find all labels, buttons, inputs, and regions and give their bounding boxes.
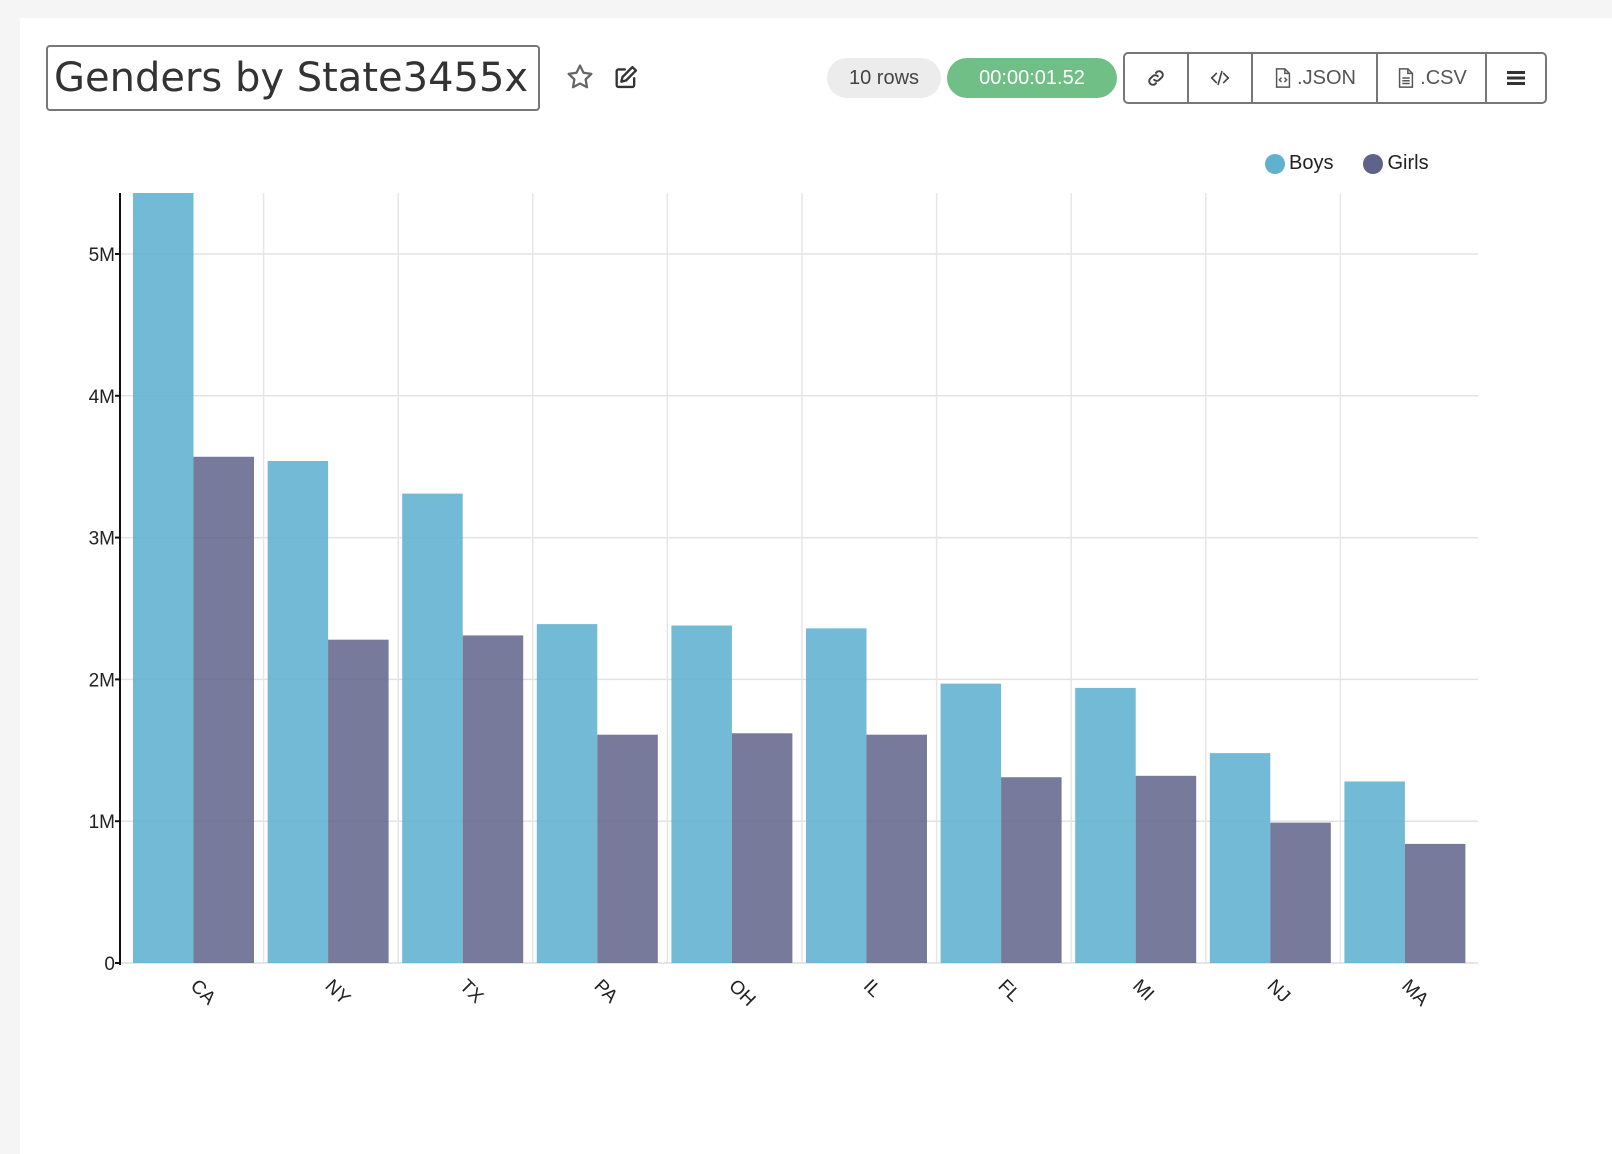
x-tick-label: IL xyxy=(859,976,885,1002)
legend-item-girls[interactable]: Girls xyxy=(1363,152,1429,175)
x-tick-label: OH xyxy=(724,976,759,1011)
legend-dot-girls xyxy=(1363,153,1384,174)
y-tick-label: 2M xyxy=(89,670,115,691)
bar-boys-ca[interactable] xyxy=(133,193,194,963)
bar-girls-tx[interactable] xyxy=(462,635,524,963)
x-tick-label: PA xyxy=(590,976,622,1008)
x-tick-label: TX xyxy=(455,976,487,1008)
y-tick-label: 1M xyxy=(89,812,115,833)
json-button-label: .JSON xyxy=(1297,66,1356,89)
bar-boys-tx[interactable] xyxy=(402,493,463,963)
row-count-badge: 10 rows xyxy=(827,58,941,98)
bar-girls-il[interactable] xyxy=(866,734,928,963)
more-options-button[interactable] xyxy=(1487,54,1545,102)
embed-code-button[interactable] xyxy=(1189,54,1253,102)
csv-button-label: .CSV xyxy=(1420,66,1467,89)
x-tick-label: NJ xyxy=(1263,976,1294,1007)
bar-boys-il[interactable] xyxy=(806,628,867,963)
y-tick-label: 5M xyxy=(89,245,115,266)
legend-dot-boys xyxy=(1265,153,1285,174)
bar-girls-pa[interactable] xyxy=(597,734,658,963)
x-tick-label: MI xyxy=(1128,976,1158,1006)
export-json-button[interactable]: .JSON xyxy=(1253,54,1378,102)
y-tick-label: 4M xyxy=(89,387,115,408)
bar-girls-oh[interactable] xyxy=(731,733,793,963)
bar-girls-nj[interactable] xyxy=(1270,822,1331,963)
export-csv-button[interactable]: .CSV xyxy=(1378,54,1487,102)
chart-legend: Boys Girls xyxy=(1265,152,1429,175)
legend-label-boys: Boys xyxy=(1289,152,1334,174)
chart-title-input[interactable] xyxy=(46,45,540,111)
x-tick-label: MA xyxy=(1397,976,1432,1011)
y-tick-label: 0 xyxy=(104,954,115,975)
bar-boys-pa[interactable] xyxy=(536,624,598,963)
y-tick-label: 3M xyxy=(89,529,115,550)
bar-girls-ma[interactable] xyxy=(1404,843,1466,963)
bar-boys-fl[interactable] xyxy=(940,683,1002,963)
bar-boys-ny[interactable] xyxy=(267,461,329,963)
csv-file-icon xyxy=(1399,68,1414,88)
bar-girls-mi[interactable] xyxy=(1135,775,1197,963)
bar-boys-oh[interactable] xyxy=(671,625,732,963)
export-button-group: .JSON .CSV xyxy=(1123,52,1547,104)
bar-girls-ca[interactable] xyxy=(193,456,255,963)
legend-label-girls: Girls xyxy=(1387,152,1429,174)
x-tick-label: FL xyxy=(994,976,1025,1007)
legend-item-boys[interactable]: Boys xyxy=(1265,152,1333,175)
bar-boys-mi[interactable] xyxy=(1075,687,1136,963)
bar-girls-ny[interactable] xyxy=(328,639,389,963)
bar-boys-nj[interactable] xyxy=(1209,753,1271,963)
x-tick-label: CA xyxy=(186,976,220,1010)
x-tick-label: NY xyxy=(321,976,355,1010)
bar-boys-ma[interactable] xyxy=(1344,781,1405,963)
bar-girls-fl[interactable] xyxy=(1001,777,1062,963)
edit-icon[interactable] xyxy=(610,60,642,94)
code-icon xyxy=(1210,70,1230,86)
json-file-icon xyxy=(1275,68,1291,88)
query-timer-badge: 00:00:01.52 xyxy=(947,58,1117,98)
link-icon xyxy=(1148,70,1164,86)
copy-link-button[interactable] xyxy=(1125,54,1189,102)
menu-icon xyxy=(1507,71,1525,85)
star-icon[interactable] xyxy=(563,60,597,94)
